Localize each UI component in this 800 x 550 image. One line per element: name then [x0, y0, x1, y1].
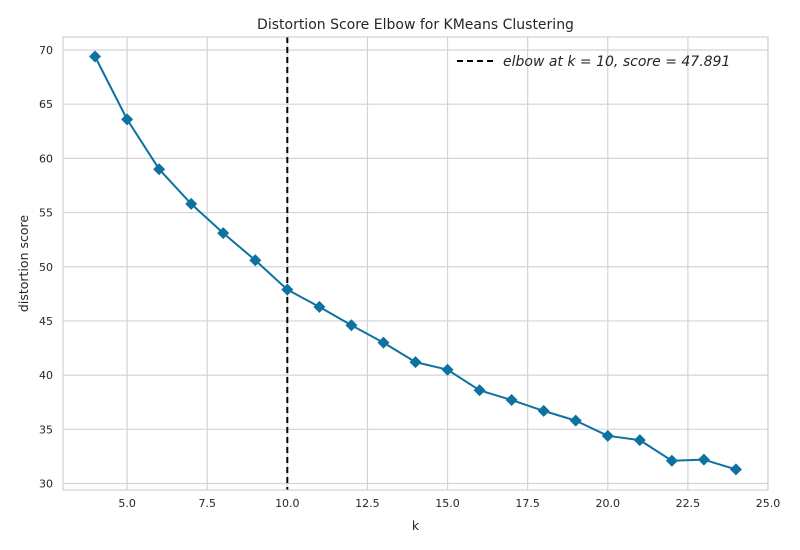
y-tick-label: 40	[39, 369, 53, 382]
data-point	[249, 254, 262, 267]
y-axis-label: distortion score	[16, 215, 31, 312]
data-point	[153, 163, 166, 176]
legend: elbow at k = 10, score = 47.891	[457, 54, 730, 70]
x-tick-label: 5.0	[118, 497, 136, 510]
y-tick-label: 45	[39, 315, 53, 328]
x-tick-label: 22.5	[676, 497, 701, 510]
x-tick-label: 12.5	[355, 497, 380, 510]
data-point	[633, 434, 646, 447]
data-point	[185, 197, 198, 210]
y-tick-label: 55	[39, 207, 53, 220]
data-point	[217, 227, 230, 240]
grid-lines	[63, 37, 769, 490]
data-point	[473, 384, 486, 397]
plot-area	[89, 37, 742, 490]
x-axis-label: k	[412, 518, 420, 533]
y-tick-label: 65	[39, 98, 53, 111]
y-tick-label: 60	[39, 152, 53, 165]
data-point	[601, 429, 614, 442]
data-point	[505, 394, 518, 407]
y-tick-label: 35	[39, 423, 53, 436]
data-point	[729, 463, 742, 476]
x-tick-label: 20.0	[596, 497, 621, 510]
chart-title: Distortion Score Elbow for KMeans Cluste…	[257, 17, 574, 33]
data-point	[697, 453, 710, 466]
data-point	[345, 319, 358, 332]
data-point	[537, 404, 550, 417]
x-tick-label: 10.0	[275, 497, 300, 510]
axes-frame	[62, 36, 769, 491]
legend-label: elbow at k = 10, score = 47.891	[503, 54, 730, 70]
data-point	[377, 336, 390, 349]
data-point	[665, 454, 678, 467]
y-tick-label: 50	[39, 261, 53, 274]
x-tick-label: 25.0	[756, 497, 781, 510]
x-tick-label: 7.5	[198, 497, 216, 510]
y-tick-label: 30	[39, 477, 53, 490]
series-line	[94, 56, 737, 471]
y-tick-label: 70	[39, 44, 53, 57]
x-tick-label: 17.5	[515, 497, 540, 510]
x-tick-label: 15.0	[435, 497, 460, 510]
data-point	[569, 414, 582, 427]
x-tick-labels: 5.0 7.5 10.0 12.5 15.0 17.5 20.0 22.5 25.0	[118, 497, 780, 510]
data-point	[281, 283, 294, 296]
data-point	[441, 363, 454, 376]
data-point	[121, 113, 134, 126]
data-point	[313, 300, 326, 313]
data-point	[89, 50, 102, 63]
data-point	[409, 356, 422, 369]
y-tick-labels: 30 35 40 45 50 55 60 65 70	[39, 44, 53, 490]
